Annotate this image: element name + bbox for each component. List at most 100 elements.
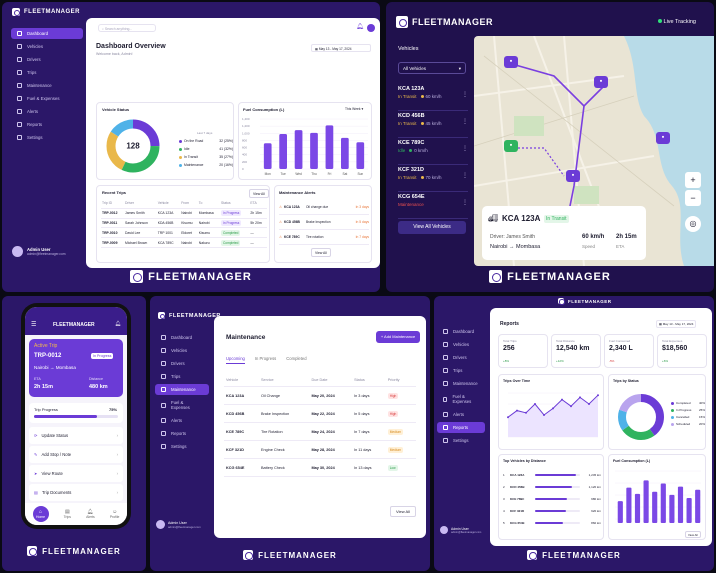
user-profile[interactable]: Admin User admin@fleetmanager.com — [156, 520, 201, 529]
sidebar-item-reports[interactable]: Reports — [155, 428, 209, 439]
tab-trips[interactable]: ▤ Trips — [64, 509, 71, 519]
user-profile[interactable]: Admin User admin@fleetmanager.com — [440, 526, 481, 534]
search-bar[interactable]: ⌕ Search anything... — [98, 24, 156, 32]
sidebar-item-alerts[interactable]: Alerts — [437, 409, 485, 420]
truck-marker-icon[interactable]: ▪ — [656, 132, 670, 144]
table-row[interactable]: TRP-0012 James Smith KCA 123A Nairobi Mombas… — [101, 208, 267, 219]
top-vehicle-row[interactable]: 2 KCD 456B 1,120 km — [503, 481, 601, 493]
tab-upcoming[interactable]: Upcoming — [226, 356, 245, 364]
table-row[interactable]: TRP-0010 David Lee TRP 1001 Eldoret Kisumu Co… — [101, 227, 267, 239]
tab-home[interactable]: ⌂ Home — [32, 506, 49, 522]
eta-label: ETA — [616, 244, 625, 249]
sidebar-item-vehicles[interactable]: Vehicles — [11, 41, 83, 52]
vehicle-filter[interactable]: All Vehicles ▾ — [398, 62, 466, 74]
sidebar-item-drivers[interactable]: Drivers — [11, 54, 83, 65]
table-row[interactable]: KCG 654E Battery Check May 30, 2024 In 13 d… — [224, 458, 416, 477]
sidebar-item-vehicles[interactable]: Vehicles — [155, 345, 209, 356]
view-all-button[interactable]: View All — [685, 531, 701, 538]
sidebar-item-trips[interactable]: Trips — [437, 365, 485, 376]
truck-marker-icon[interactable]: ▪ — [566, 170, 580, 182]
avatar[interactable] — [367, 24, 375, 32]
zoom-in-button[interactable]: + — [685, 172, 701, 188]
sidebar-item-label: Reports — [27, 122, 43, 127]
alert-item[interactable]: ⚠ KCA 123A Oil change due In 3 days — [279, 200, 369, 215]
more-options-icon[interactable]: ⋮ — [462, 119, 468, 125]
table-row[interactable]: KCA 123A Oil Change May 20, 2024 In 3 days H… — [224, 386, 416, 405]
vehicle-list-item[interactable]: KCE 789C Idle 0 km/h ⋮ — [398, 138, 468, 165]
sidebar-item-dashboard[interactable]: Dashboard — [11, 28, 83, 39]
sidebar-item-reports[interactable]: Reports — [437, 422, 485, 433]
sidebar-item-maintenance[interactable]: Maintenance — [437, 378, 485, 389]
sidebar-item-settings[interactable]: Settings — [155, 441, 209, 452]
tab-completed[interactable]: Completed — [286, 356, 307, 361]
sidebar-item-fuel-expenses[interactable]: Fuel & Expenses — [155, 397, 209, 413]
top-vehicle-row[interactable]: 3 KCE 789C 980 km — [503, 493, 601, 505]
action-item[interactable]: ▤ Trip Documents › — [29, 484, 123, 501]
zoom-out-button[interactable]: − — [685, 190, 701, 206]
nav-icon — [443, 342, 448, 347]
truck-marker-icon[interactable]: ▪ — [504, 140, 518, 152]
sidebar-item-maintenance[interactable]: Maintenance — [155, 384, 209, 395]
sidebar-item-drivers[interactable]: Drivers — [155, 358, 209, 369]
action-item[interactable]: ⟳ Update Status › — [29, 427, 123, 444]
sidebar-item-maintenance[interactable]: Maintenance — [11, 80, 83, 91]
view-all-button[interactable]: View All — [390, 506, 416, 517]
tab-profile[interactable]: ☺ Profile — [110, 509, 120, 519]
menu-icon[interactable]: ☰ — [31, 322, 37, 328]
vehicle-list-item[interactable]: KCA 123A In Transit 60 km/h ⋮ — [398, 84, 468, 111]
sidebar-item-reports[interactable]: Reports — [11, 119, 83, 130]
view-all-vehicles-button[interactable]: View All Vehicles — [398, 221, 466, 234]
sidebar-item-trips[interactable]: Trips — [11, 67, 83, 78]
more-options-icon[interactable]: ⋮ — [462, 92, 468, 98]
alert-item[interactable]: ⚠ KCD 456B Brake Inspection In 5 days — [279, 215, 369, 230]
vehicle-list-item[interactable]: KCD 456B In Transit 45 km/h ⋮ — [398, 111, 468, 138]
table-row[interactable]: KCF 321D Engine Check May 28, 2024 In 11 da… — [224, 440, 416, 459]
truck-marker-icon[interactable]: ▪ — [504, 56, 518, 68]
tab-in-progress[interactable]: In Progress — [254, 356, 277, 361]
table-row[interactable]: KCD 456B Brake Inspection May 22, 2024 In 5… — [224, 404, 416, 423]
more-options-icon[interactable]: ⋮ — [462, 200, 468, 206]
view-all-alerts-button[interactable]: View All — [311, 248, 331, 257]
action-item[interactable]: ➤ View Route › — [29, 465, 123, 482]
alert-item[interactable]: ⚠ KCE 789C Tire rotation In 7 days — [279, 230, 369, 245]
sidebar-item-trips[interactable]: Trips — [155, 371, 209, 382]
table-row[interactable]: TRP-0009 Michael Brown KCA 789C Nairobi Naku… — [101, 237, 267, 248]
sidebar-item-settings[interactable]: Settings — [11, 132, 83, 143]
brand-name: FLEETMANAGER — [42, 546, 121, 556]
sidebar-item-fuel-expenses[interactable]: Fuel & Expenses — [437, 391, 485, 407]
sidebar-item-alerts[interactable]: Alerts — [155, 415, 209, 426]
sidebar-item-fuel-expenses[interactable]: Fuel & Expenses — [11, 93, 83, 104]
top-vehicle-row[interactable]: 1 KCA 123A 1,245 km — [503, 469, 601, 481]
sidebar-item-vehicles[interactable]: Vehicles — [437, 339, 485, 350]
tab-label: Profile — [109, 515, 120, 519]
sidebar-item-alerts[interactable]: Alerts — [11, 106, 83, 117]
table-cell: May 28, 2024 — [309, 440, 353, 459]
user-profile[interactable]: Admin User admin@fleetmanager.com — [12, 246, 66, 257]
vehicle-list-item[interactable]: KCF 321D In Transit 70 km/h ⋮ — [398, 165, 468, 192]
avatar — [440, 526, 448, 534]
table-row[interactable]: KCE 789C Tire Rotation May 24, 2024 In 7 da… — [224, 422, 416, 441]
bell-icon[interactable]: 🔔︎ — [115, 321, 122, 327]
sidebar-item-settings[interactable]: Settings — [437, 435, 485, 446]
top-vehicle-row[interactable]: 5 KCG 654E 860 km — [503, 517, 601, 529]
sidebar-item-dashboard[interactable]: Dashboard — [155, 332, 209, 343]
add-maintenance-button[interactable]: + Add Maintenance — [376, 331, 420, 343]
bell-icon[interactable]: 🔔︎ — [356, 24, 364, 30]
date-range-picker[interactable]: ▦ May 13 - May 17, 2024 — [656, 320, 697, 328]
sidebar-item-drivers[interactable]: Drivers — [437, 352, 485, 363]
truck-marker-icon[interactable]: ▪ — [594, 76, 608, 88]
sidebar-item-dashboard[interactable]: Dashboard — [437, 326, 485, 337]
period-select[interactable]: This Week ▾ — [345, 107, 363, 111]
alert-service: Brake Inspection — [305, 220, 331, 224]
vehicle-list-item[interactable]: KCG 654E Maintenance ⋮ — [398, 192, 468, 219]
more-options-icon[interactable]: ⋮ — [462, 173, 468, 179]
top-vehicle-row[interactable]: 4 KCF 321D 920 km — [503, 505, 601, 517]
action-item[interactable]: ✎ Add Stop / Note › — [29, 446, 123, 463]
table-row[interactable]: TRP-0011 Sarah Johnson KDA 456B Kisumu Nairo… — [101, 218, 267, 229]
locate-icon[interactable]: ◎ — [685, 216, 701, 232]
view-all-trips-button[interactable]: View All — [249, 189, 269, 198]
tab-alerts[interactable]: 🔔︎ Alerts — [86, 509, 95, 519]
logo-icon — [396, 16, 408, 28]
date-range-picker[interactable]: ▦ May 13 - May 17, 2024 — [311, 44, 371, 52]
more-options-icon[interactable]: ⋮ — [462, 146, 468, 152]
